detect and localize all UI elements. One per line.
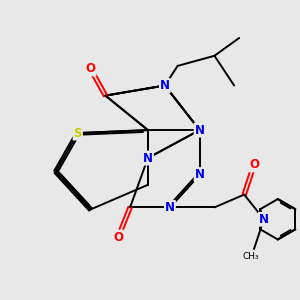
Text: N: N [160,79,170,92]
Text: N: N [143,152,153,164]
Text: CH₃: CH₃ [243,252,260,261]
Text: N: N [195,168,205,181]
Text: S: S [74,127,82,140]
Text: N: N [195,124,205,136]
Text: O: O [249,158,259,171]
Text: N: N [165,201,175,214]
Text: O: O [113,231,123,244]
Text: O: O [85,62,96,75]
Text: N: N [259,213,269,226]
